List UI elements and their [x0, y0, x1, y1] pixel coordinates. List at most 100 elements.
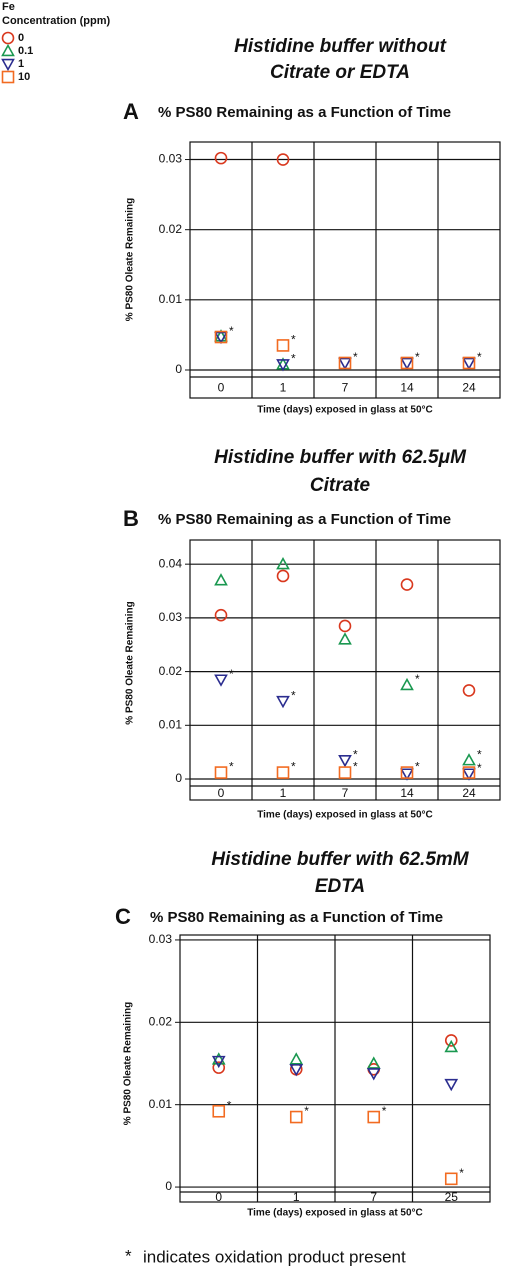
marker [214, 329, 228, 342]
marker [366, 1068, 381, 1081]
y-axis-label: % PS80 Oleate Remaining [125, 198, 136, 321]
chart-title: Histidine buffer without [234, 36, 446, 57]
plot-frame [189, 539, 501, 801]
y-tick-label: 0.03 [159, 152, 183, 166]
oxidation-asterisk: * [227, 1098, 232, 1112]
oxidation-asterisk: * [415, 350, 420, 364]
marker [214, 608, 228, 622]
x-axis-label: Time (days) exposed in glass at 50°C [257, 405, 433, 416]
marker [214, 330, 228, 344]
x-tick-label: 14 [400, 381, 414, 395]
footnote-symbol: * [125, 1246, 132, 1265]
marker [338, 766, 352, 779]
oxidation-asterisk: * [229, 760, 234, 774]
plot-frame [189, 141, 501, 399]
marker [338, 632, 352, 645]
oxidation-asterisk: * [415, 672, 420, 686]
panel-label: A [123, 99, 139, 124]
marker [214, 573, 228, 586]
oxidation-asterisk: * [353, 747, 358, 761]
oxidation-asterisk: * [291, 333, 296, 347]
marker [289, 1110, 303, 1124]
footnote: indicates oxidation product present [143, 1247, 406, 1266]
oxidation-asterisk: * [353, 350, 358, 364]
marker [276, 695, 290, 709]
marker [338, 356, 352, 370]
marker [214, 151, 228, 165]
marker [289, 1064, 304, 1077]
marker [400, 768, 414, 781]
x-axis-label: Time (days) exposed in glass at 50°C [257, 810, 433, 821]
marker [276, 359, 290, 372]
oxidation-asterisk: * [229, 667, 234, 681]
y-tick-label: 0.01 [159, 717, 183, 731]
oxidation-asterisk: * [477, 747, 482, 761]
oxidation-asterisk: * [291, 688, 296, 702]
y-tick-label: 0.02 [149, 1014, 173, 1028]
legend-label: 1 [18, 58, 24, 70]
x-tick-label: 1 [280, 786, 287, 800]
marker [338, 755, 352, 768]
x-axis-label: Time (days) exposed in glass at 50°C [247, 1208, 423, 1219]
marker [276, 557, 290, 570]
oxidation-asterisk: * [291, 352, 296, 366]
chart-title: Citrate or EDTA [270, 62, 410, 83]
y-tick-label: 0 [165, 1179, 172, 1193]
marker [276, 766, 290, 779]
marker [400, 677, 414, 691]
y-tick-label: 0 [175, 362, 182, 376]
marker [366, 1056, 381, 1069]
legend-marker [1, 70, 15, 84]
y-tick-label: 0.03 [149, 932, 173, 946]
oxidation-asterisk: * [459, 1166, 464, 1180]
marker [444, 1039, 459, 1053]
chart-title: EDTA [315, 876, 365, 897]
chart-title: Histidine buffer with 62.5mM [211, 849, 469, 870]
oxidation-asterisk: * [382, 1104, 387, 1118]
x-tick-label: 0 [215, 1190, 222, 1204]
marker [212, 1061, 226, 1074]
panel-label: B [123, 506, 139, 531]
panel-label: C [115, 904, 131, 929]
marker [338, 619, 352, 633]
marker [400, 578, 414, 591]
legend-marker [1, 58, 15, 72]
marker [400, 357, 414, 371]
marker [276, 153, 290, 166]
marker [444, 1172, 458, 1186]
marker [338, 357, 352, 371]
chart-subtitle: % PS80 Remaining as a Function of Time [158, 511, 451, 528]
y-tick-label: 0.01 [149, 1097, 173, 1111]
oxidation-asterisk: * [477, 761, 482, 775]
marker [289, 1052, 304, 1065]
x-tick-label: 0 [218, 381, 225, 395]
marker [400, 356, 414, 370]
marker [462, 356, 476, 370]
chart-subtitle: % PS80 Remaining as a Function of Time [158, 104, 451, 121]
x-tick-label: 7 [342, 786, 349, 800]
marker [462, 357, 476, 371]
legend-label: 10 [18, 71, 30, 83]
oxidation-asterisk: * [304, 1104, 309, 1118]
chart-title: Histidine buffer with 62.5μM [214, 447, 467, 468]
marker [367, 1110, 381, 1124]
y-tick-label: 0.01 [159, 292, 183, 306]
y-tick-label: 0 [175, 771, 182, 785]
x-tick-label: 1 [280, 381, 287, 395]
x-tick-label: 25 [445, 1190, 459, 1204]
marker [214, 331, 228, 345]
y-axis-label: % PS80 Oleate Remaining [123, 1002, 134, 1125]
marker [276, 339, 290, 352]
legend-title: Fe [2, 1, 15, 13]
x-tick-label: 1 [293, 1190, 300, 1204]
marker [211, 1055, 226, 1069]
legend-title: Concentration (ppm) [2, 15, 110, 27]
chart-title: Citrate [310, 475, 371, 496]
oxidation-asterisk: * [477, 350, 482, 364]
chart-subtitle: % PS80 Remaining as a Function of Time [150, 909, 443, 926]
legend-marker [1, 31, 15, 45]
marker [444, 1034, 458, 1047]
y-tick-label: 0.03 [159, 610, 183, 624]
legend-label: 0.1 [18, 45, 33, 57]
